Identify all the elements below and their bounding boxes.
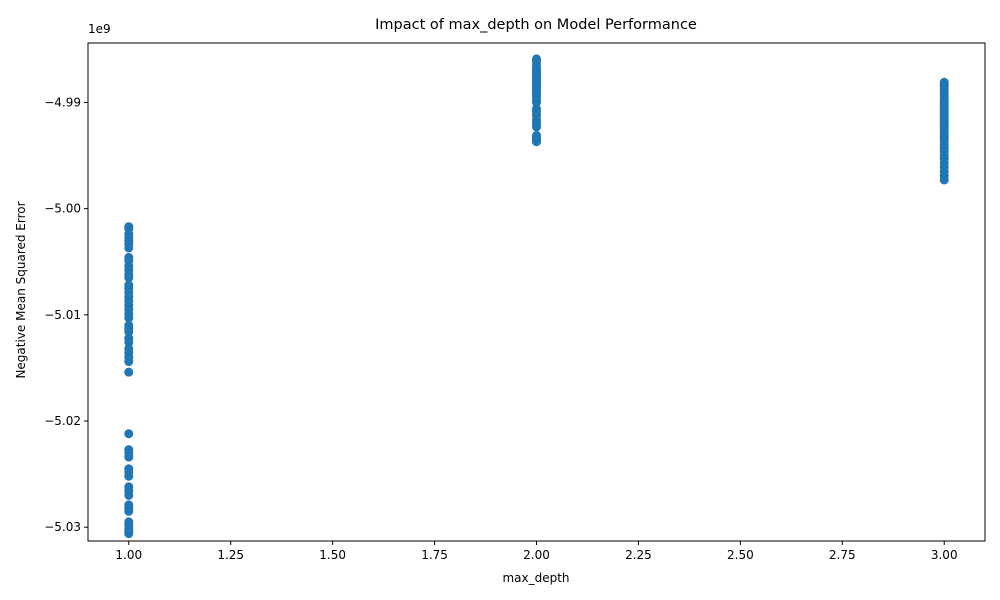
y-tick-label: −5.00 xyxy=(44,202,81,216)
x-tick-label: 2.00 xyxy=(523,548,550,562)
x-tick-label: 1.25 xyxy=(217,548,244,562)
points-layer xyxy=(124,54,949,539)
y-tick-label: −5.02 xyxy=(44,414,81,428)
data-point xyxy=(532,122,541,132)
data-point xyxy=(124,273,134,283)
x-tick-label: 1.50 xyxy=(319,548,346,562)
x-tick-label: 2.25 xyxy=(625,548,652,562)
x-tick-label: 3.00 xyxy=(931,548,958,562)
data-point xyxy=(124,367,134,377)
x-tick-label: 1.00 xyxy=(115,548,142,562)
data-point xyxy=(124,327,134,337)
data-point xyxy=(124,357,134,367)
data-point xyxy=(124,313,134,323)
y-tick-label: −5.03 xyxy=(44,520,81,534)
data-point xyxy=(939,175,949,185)
x-axis-label: max_depth xyxy=(502,571,569,585)
data-point xyxy=(532,137,541,147)
x-tick-label: 2.75 xyxy=(829,548,856,562)
y-tick-label: −4.99 xyxy=(44,95,81,109)
chart-title: Impact of max_depth on Model Performance xyxy=(375,17,697,33)
data-point xyxy=(124,471,134,481)
data-point xyxy=(124,243,134,253)
data-point xyxy=(124,490,134,500)
y-axis-offset-label: 1e9 xyxy=(88,22,111,36)
y-tick-label: −5.01 xyxy=(44,308,81,322)
data-point xyxy=(124,452,134,462)
data-point xyxy=(124,429,134,439)
data-point xyxy=(124,337,134,347)
data-point xyxy=(532,97,541,107)
x-tick-label: 2.50 xyxy=(727,548,754,562)
y-axis-label: Negative Mean Squared Error xyxy=(14,201,28,378)
data-point xyxy=(124,529,134,539)
x-tick-label: 1.75 xyxy=(421,548,448,562)
plot-frame xyxy=(87,42,986,542)
data-point xyxy=(124,506,134,516)
ticks-layer: 1.00 1.25 1.50 1.75 2.00 2.25 2.50 2.75 3.00 −5.0… xyxy=(44,95,957,562)
